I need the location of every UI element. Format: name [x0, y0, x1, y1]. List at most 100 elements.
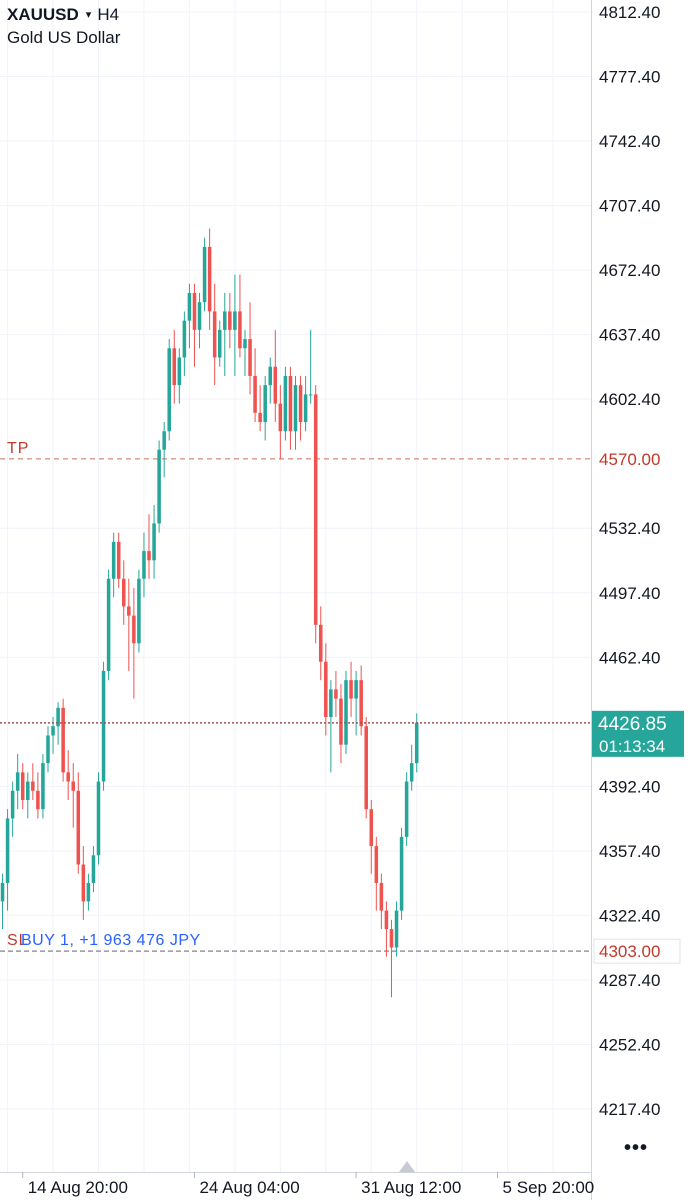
stop-loss-price-label: 4303.00	[599, 942, 660, 961]
candle-bearish[interactable]	[334, 689, 338, 699]
candle-bullish[interactable]	[157, 449, 161, 524]
candle-bearish[interactable]	[36, 790, 40, 810]
candle-bullish[interactable]	[142, 551, 146, 579]
candle-bullish[interactable]	[409, 763, 414, 782]
candle-bullish[interactable]	[137, 578, 141, 644]
candle-bullish[interactable]	[41, 763, 45, 810]
candle-bullish[interactable]	[46, 735, 50, 764]
candle-bullish[interactable]	[293, 385, 298, 432]
candle-bullish[interactable]	[152, 523, 156, 561]
candle-bearish[interactable]	[66, 772, 70, 782]
interval-label[interactable]: H4	[97, 5, 120, 24]
candle-bullish[interactable]	[106, 578, 111, 671]
candle-bullish[interactable]	[86, 882, 91, 902]
candle-bullish[interactable]	[404, 781, 409, 837]
candle-bullish[interactable]	[399, 836, 404, 911]
candle-bearish[interactable]	[228, 311, 232, 330]
price-tick-label: 4462.40	[599, 648, 660, 667]
price-tick-label: 4777.40	[599, 68, 660, 87]
symbol-description: Gold US Dollar	[7, 28, 121, 47]
time-tick-label: 5 Sep 20:00	[503, 1178, 595, 1197]
price-tick-label: 4357.40	[599, 842, 660, 861]
candle-bearish[interactable]	[121, 578, 126, 607]
candle-bearish[interactable]	[349, 680, 353, 699]
candle-bullish[interactable]	[303, 394, 308, 423]
candle-bearish[interactable]	[238, 311, 242, 349]
candle-bearish[interactable]	[71, 781, 76, 791]
candle-bearish[interactable]	[359, 680, 363, 727]
candle-bullish[interactable]	[243, 339, 247, 349]
candle-bearish[interactable]	[379, 882, 384, 911]
candle-bullish[interactable]	[15, 772, 20, 791]
candle-bearish[interactable]	[116, 541, 121, 579]
candle-bullish[interactable]	[283, 375, 288, 432]
scroll-to-realtime-icon[interactable]	[399, 1161, 415, 1172]
candle-bullish[interactable]	[263, 385, 267, 423]
candle-bullish[interactable]	[187, 292, 192, 321]
candle-bullish[interactable]	[162, 431, 166, 450]
candle-bearish[interactable]	[384, 910, 389, 930]
candle-bearish[interactable]	[278, 403, 283, 432]
candle-bullish[interactable]	[96, 781, 101, 856]
candle-bullish[interactable]	[167, 348, 171, 432]
candle-bearish[interactable]	[207, 246, 212, 312]
candle-bullish[interactable]	[182, 320, 187, 358]
candle-bullish[interactable]	[217, 329, 222, 358]
candle-bearish[interactable]	[248, 339, 252, 376]
candle-bearish[interactable]	[81, 864, 86, 902]
candle-bearish[interactable]	[147, 551, 151, 561]
candle-bullish[interactable]	[414, 722, 419, 764]
candle-bearish[interactable]	[253, 375, 257, 413]
candle-bearish[interactable]	[374, 846, 379, 883]
candle-bearish[interactable]	[273, 366, 278, 404]
candle-bullish[interactable]	[5, 818, 10, 883]
candle-bullish[interactable]	[91, 855, 96, 883]
candle-bearish[interactable]	[364, 726, 368, 810]
candle-bullish[interactable]	[51, 726, 55, 736]
candle-bearish[interactable]	[127, 606, 131, 616]
candle-bearish[interactable]	[318, 624, 323, 662]
candle-bearish[interactable]	[31, 781, 35, 791]
candle-bearish[interactable]	[258, 412, 262, 423]
candle-bullish[interactable]	[177, 357, 182, 386]
price-tick-label: 4602.40	[599, 390, 660, 409]
candle-bullish[interactable]	[202, 246, 207, 303]
candle-bearish[interactable]	[172, 348, 177, 386]
stop-loss-price-box	[593, 938, 681, 964]
bar-countdown-label: 01:13:34	[599, 737, 665, 756]
candle-bearish[interactable]	[298, 385, 303, 423]
candle-bullish[interactable]	[10, 790, 15, 819]
candle-bullish[interactable]	[354, 680, 358, 699]
candle-bullish[interactable]	[394, 910, 399, 948]
candle-bearish[interactable]	[369, 809, 374, 847]
candle-bearish[interactable]	[212, 311, 217, 358]
more-options-icon[interactable]: •••	[624, 1137, 649, 1159]
candle-bearish[interactable]	[324, 661, 328, 718]
candle-bullish[interactable]	[56, 707, 60, 727]
candle-bullish[interactable]	[101, 670, 106, 782]
candle-bullish[interactable]	[329, 689, 333, 718]
candle-bearish[interactable]	[288, 375, 293, 432]
candle-bullish[interactable]	[111, 541, 116, 579]
candle-bullish[interactable]	[233, 311, 237, 330]
candle-bullish[interactable]	[197, 302, 202, 330]
candle-bullish[interactable]	[308, 394, 313, 396]
chevron-down-icon[interactable]: ▾	[85, 9, 92, 21]
candle-bullish[interactable]	[0, 882, 5, 902]
candle-bearish[interactable]	[339, 698, 343, 745]
candle-bearish[interactable]	[313, 394, 318, 625]
candle-bearish[interactable]	[20, 772, 25, 800]
candle-bearish[interactable]	[389, 929, 394, 948]
candle-bearish[interactable]	[192, 292, 197, 330]
candle-bullish[interactable]	[223, 311, 227, 330]
candle-bullish[interactable]	[344, 680, 348, 745]
symbol-name[interactable]: XAUUSD	[7, 5, 79, 24]
symbol-header[interactable]: XAUUSD ▾ H4 Gold US Dollar	[7, 4, 120, 49]
candle-bearish[interactable]	[76, 790, 81, 865]
candle-bearish[interactable]	[132, 615, 136, 644]
candle-bullish[interactable]	[26, 781, 30, 800]
candle-bearish[interactable]	[61, 707, 65, 773]
candle-bullish[interactable]	[268, 366, 273, 386]
price-tick-label: 4322.40	[599, 906, 660, 925]
